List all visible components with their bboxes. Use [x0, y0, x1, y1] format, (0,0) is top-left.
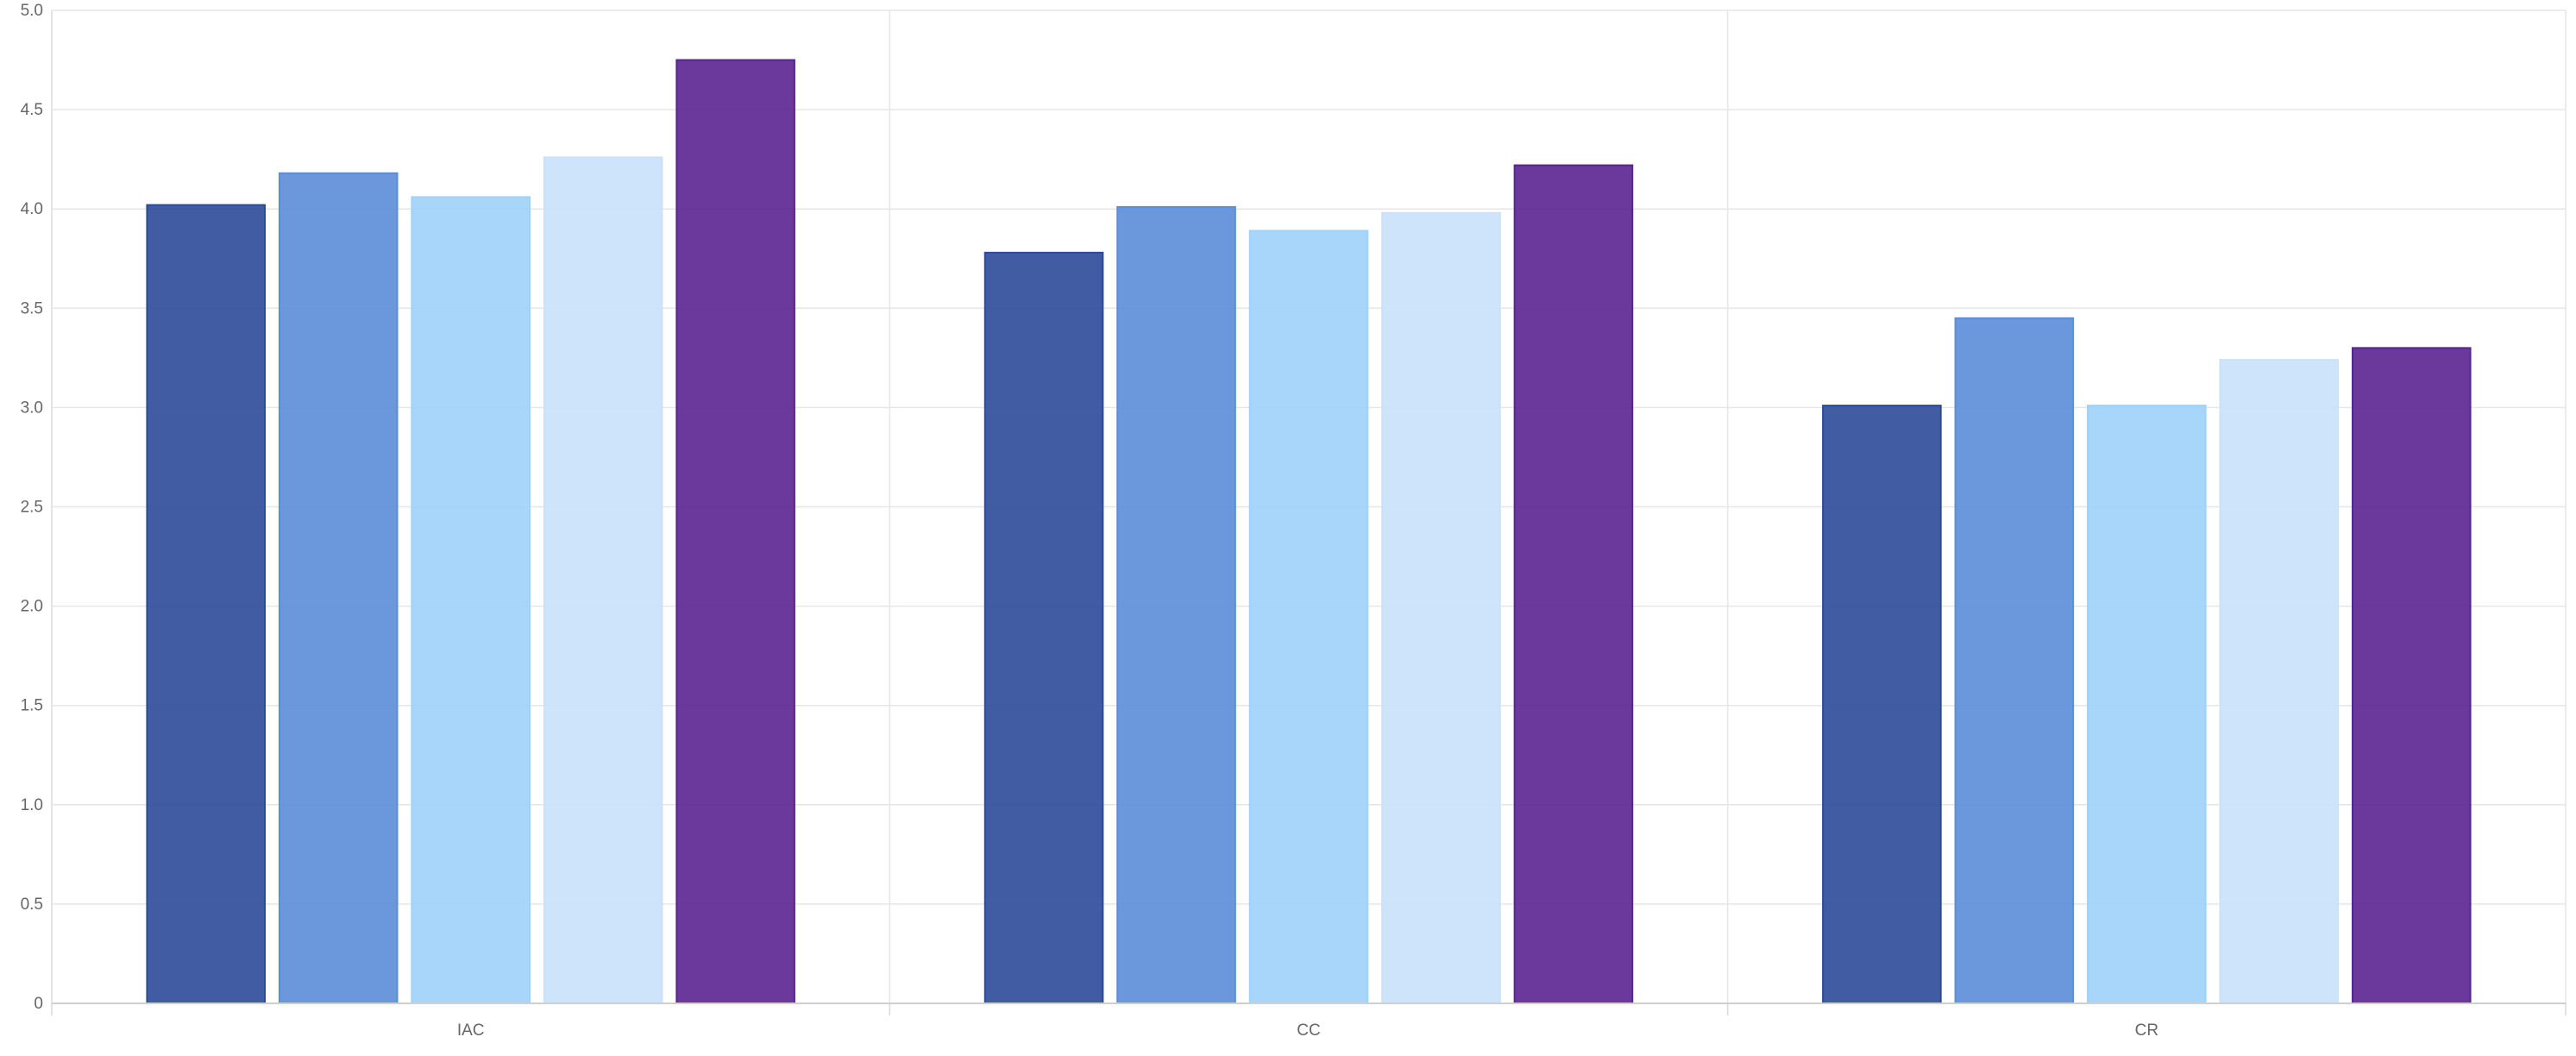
y-tick-label: 1.5: [21, 697, 43, 715]
bar-group: [146, 59, 2472, 1005]
bar-cc-2: [1116, 205, 1236, 1004]
bar-cc-4: [1381, 211, 1501, 1004]
bar-iac-5: [675, 59, 795, 1004]
bar-cc-3: [1248, 229, 1369, 1005]
x-tick-label-cc: CC: [1297, 1021, 1320, 1040]
y-tick-label: 1.0: [21, 796, 43, 814]
y-tick-label: 5.0: [21, 2, 43, 20]
bar-cr-4: [2219, 359, 2340, 1005]
x-tick-label-iac: IAC: [457, 1021, 485, 1040]
y-tick-label: 0.5: [21, 896, 43, 914]
y-tick-label: 4.5: [21, 101, 43, 119]
bar-cc-5: [1513, 164, 1634, 1004]
bar-iac-1: [146, 204, 267, 1004]
x-axis-tick-labels: IAC CC CR: [457, 1021, 2158, 1040]
bar-iac-4: [543, 156, 663, 1004]
bar-cr-3: [2087, 405, 2207, 1004]
bar-iac-3: [411, 196, 531, 1004]
x-tick-label-cr: CR: [2135, 1021, 2158, 1040]
bar-cc-1: [983, 251, 1104, 1004]
bar-cr-1: [1822, 405, 1942, 1004]
y-tick-label: 0: [34, 995, 43, 1013]
y-tick-label: 2.0: [21, 598, 43, 616]
axes: [51, 10, 2567, 1015]
y-tick-label: 4.0: [21, 200, 43, 218]
y-axis-tick-labels: 0 0.5 1.0 1.5 2.0 2.5 3.0 3.5 4.0 4.5 5.0: [21, 2, 43, 1013]
y-tick-label: 2.5: [21, 499, 43, 517]
bar-cr-5: [2351, 347, 2472, 1004]
y-tick-label: 3.5: [21, 299, 43, 317]
bar-cr-2: [1954, 317, 2075, 1004]
bar-iac-2: [278, 172, 399, 1005]
y-tick-label: 3.0: [21, 399, 43, 417]
